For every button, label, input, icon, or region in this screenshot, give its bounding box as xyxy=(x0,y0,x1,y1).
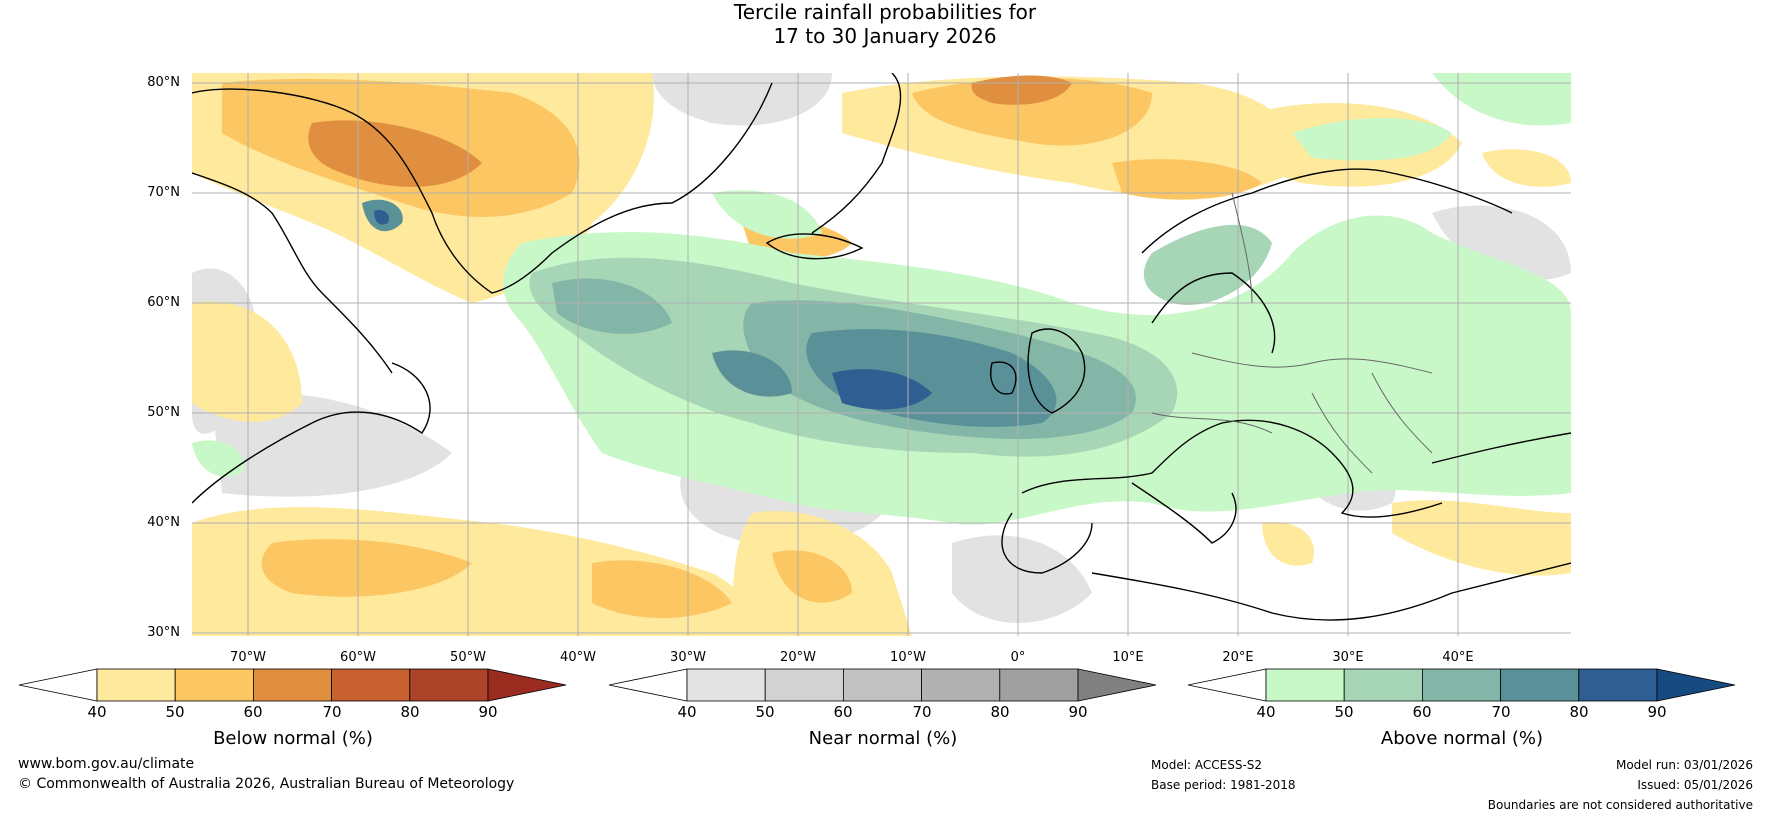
colorbar-swatch-60-70 xyxy=(252,668,332,702)
colorbar-extend-high xyxy=(1656,668,1736,702)
colorbar-swatch-80-90 xyxy=(1578,668,1658,702)
colorbar-swatch-40-50 xyxy=(96,668,176,702)
cbar1-tick-60: 60 xyxy=(243,703,263,721)
cbar2-tick-70: 70 xyxy=(912,703,932,721)
colorbar-swatch-50-60 xyxy=(174,668,254,702)
lat-label-60n: 60°N xyxy=(147,295,180,310)
cbar2-tick-40: 40 xyxy=(677,703,697,721)
below-normal-field xyxy=(192,73,1571,636)
cbar1-tick-80: 80 xyxy=(400,703,420,721)
colorbar-extend-low xyxy=(608,668,688,702)
borders xyxy=(1151,192,1433,474)
colorbar-swatches xyxy=(1187,668,1736,702)
colorbar-label-below-normal: Below normal (%) xyxy=(213,728,373,749)
lon-label-40e: 40°E xyxy=(1442,650,1474,665)
lon-label-20w: 20°W xyxy=(780,650,816,665)
colorbar-swatch-40-50 xyxy=(1265,668,1345,702)
colorbar-extend-low xyxy=(18,668,98,702)
cbar2-tick-80: 80 xyxy=(990,703,1010,721)
colorbar-swatch-70-80 xyxy=(1500,668,1580,702)
colorbar-swatch-80-90 xyxy=(409,668,489,702)
colorbar-swatch-60-70 xyxy=(842,668,922,702)
colorbar-swatch-70-80 xyxy=(921,668,1001,702)
colorbar-below-normal xyxy=(18,668,567,702)
lon-label-30w: 30°W xyxy=(670,650,706,665)
lat-label-50n: 50°N xyxy=(147,405,180,420)
colorbar-swatch-50-60 xyxy=(1343,668,1423,702)
colorbar-above-normal xyxy=(1187,668,1736,702)
cbar1-tick-50: 50 xyxy=(165,703,185,721)
colorbar-extend-low xyxy=(1187,668,1267,702)
cbar2-tick-90: 90 xyxy=(1068,703,1088,721)
cbar3-tick-70: 70 xyxy=(1491,703,1511,721)
cbar3-tick-50: 50 xyxy=(1334,703,1354,721)
colorbar-swatch-40-50 xyxy=(686,668,766,702)
lon-label-60w: 60°W xyxy=(340,650,376,665)
map-canvas xyxy=(192,73,1571,636)
colorbar-swatch-60-70 xyxy=(1421,668,1501,702)
footer-disclaimer: Boundaries are not considered authoritat… xyxy=(1487,798,1753,812)
lon-label-10e: 10°E xyxy=(1112,650,1144,665)
footer-copyright: © Commonwealth of Australia 2026, Austra… xyxy=(18,776,515,792)
cbar1-tick-70: 70 xyxy=(322,703,342,721)
footer-issued: Issued: 05/01/2026 xyxy=(1637,778,1753,792)
colorbar-swatches xyxy=(608,668,1157,702)
title-line-1: Tercile rainfall probabilities for xyxy=(733,0,1037,24)
colorbar-swatch-50-60 xyxy=(764,668,844,702)
colorbar-swatches xyxy=(18,668,567,702)
colorbar-label-near-normal: Near normal (%) xyxy=(808,728,958,749)
cbar2-tick-60: 60 xyxy=(833,703,853,721)
lon-label-30e: 30°E xyxy=(1332,650,1364,665)
footer-model: Model: ACCESS-S2 xyxy=(1151,758,1263,772)
cbar2-tick-50: 50 xyxy=(755,703,775,721)
lon-label-0: 0° xyxy=(1010,650,1026,665)
footer-base-period: Base period: 1981-2018 xyxy=(1151,778,1296,792)
lon-label-50w: 50°W xyxy=(450,650,486,665)
lat-label-80n: 80°N xyxy=(147,75,180,90)
probability-fields xyxy=(192,73,1571,636)
cbar3-tick-40: 40 xyxy=(1256,703,1276,721)
cbar3-tick-60: 60 xyxy=(1412,703,1432,721)
colorbar-near-normal xyxy=(608,668,1157,702)
cbar3-tick-90: 90 xyxy=(1647,703,1667,721)
title-line-2: 17 to 30 January 2026 xyxy=(773,24,997,48)
graticule xyxy=(192,73,1571,636)
lat-label-70n: 70°N xyxy=(147,185,180,200)
map-title: Tercile rainfall probabilities for 17 to… xyxy=(0,0,1770,48)
lat-label-30n: 30°N xyxy=(147,625,180,640)
cbar1-tick-90: 90 xyxy=(478,703,498,721)
lon-label-40w: 40°W xyxy=(560,650,596,665)
coastlines xyxy=(192,73,1571,621)
colorbar-swatch-80-90 xyxy=(999,668,1079,702)
footer-url[interactable]: www.bom.gov.au/climate xyxy=(18,756,195,772)
colorbar-extend-high xyxy=(487,668,567,702)
footer-model-run: Model run: 03/01/2026 xyxy=(1615,758,1753,772)
lat-label-40n: 40°N xyxy=(147,515,180,530)
above-normal-field xyxy=(192,73,1571,525)
rainfall-map xyxy=(192,73,1571,636)
lon-label-70w: 70°W xyxy=(230,650,266,665)
colorbar-label-above-normal: Above normal (%) xyxy=(1380,728,1544,749)
cbar3-tick-80: 80 xyxy=(1569,703,1589,721)
lon-label-20e: 20°E xyxy=(1222,650,1254,665)
colorbar-extend-high xyxy=(1077,668,1157,702)
cbar1-tick-40: 40 xyxy=(87,703,107,721)
colorbar-swatch-70-80 xyxy=(331,668,411,702)
lon-label-10w: 10°W xyxy=(890,650,926,665)
